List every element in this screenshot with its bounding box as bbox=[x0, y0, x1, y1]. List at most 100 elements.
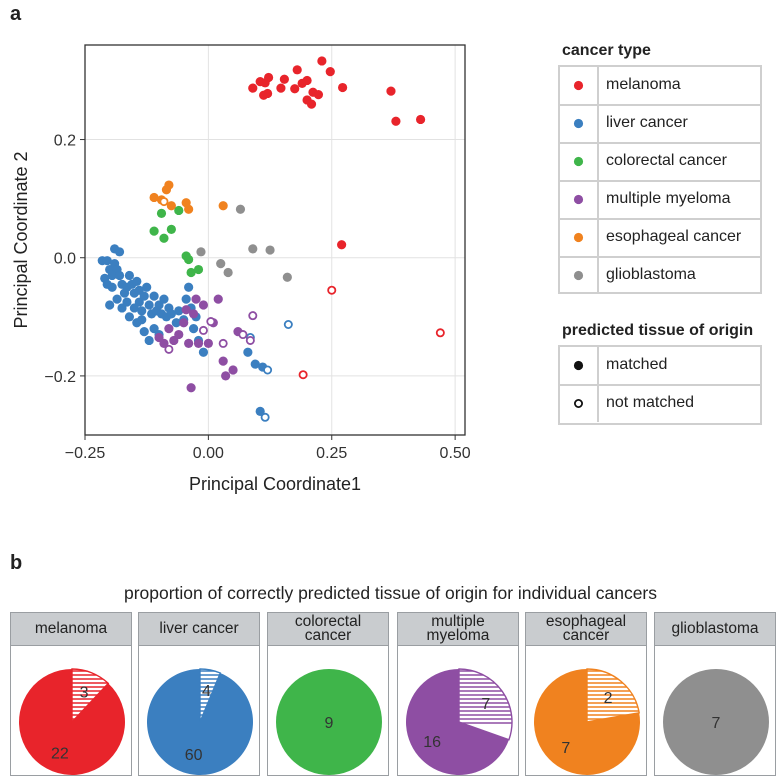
x-tick-label: −0.25 bbox=[65, 445, 106, 462]
point-matched bbox=[193, 264, 204, 275]
point-not-matched bbox=[159, 197, 169, 207]
point-matched bbox=[144, 335, 154, 346]
legend-marker bbox=[573, 232, 584, 243]
pie-label-matched: 7 bbox=[561, 740, 570, 757]
legend-separator bbox=[560, 180, 760, 182]
point-matched bbox=[248, 244, 258, 254]
point-matched bbox=[198, 347, 209, 357]
point-matched bbox=[184, 204, 194, 214]
point-matched bbox=[166, 224, 176, 234]
point-matched bbox=[317, 56, 327, 66]
pie-label-not-matched: 7 bbox=[481, 696, 490, 713]
legend-marker bbox=[573, 194, 584, 205]
pie-label-matched: 9 bbox=[325, 715, 334, 732]
point-matched bbox=[114, 270, 125, 281]
point-matched bbox=[174, 306, 184, 316]
scatter-plot: −0.25 0.00 0.25 0.50 −0.2 0.0 0.2 Principal Co… bbox=[11, 44, 471, 494]
legend-separator bbox=[560, 384, 760, 386]
pie-label-not-matched: 4 bbox=[202, 683, 211, 700]
point-matched bbox=[263, 72, 274, 83]
pie-slice-outline bbox=[71, 668, 110, 724]
legend-key bbox=[560, 257, 599, 294]
point-not-matched bbox=[238, 330, 248, 340]
facet-header: melanoma bbox=[10, 612, 132, 646]
legend-item: not matched bbox=[560, 385, 760, 422]
point-matched bbox=[129, 303, 139, 313]
point-matched bbox=[184, 254, 194, 265]
pie-label-matched: 7 bbox=[712, 715, 721, 732]
legend-separator bbox=[560, 256, 760, 258]
facet-body: 9 bbox=[267, 646, 389, 776]
point-matched bbox=[142, 282, 152, 292]
point-not-matched bbox=[435, 328, 445, 338]
x-tick-label: 0.50 bbox=[440, 445, 471, 462]
x-tick-label: 0.25 bbox=[316, 445, 347, 462]
facet-header: glioblastoma bbox=[654, 612, 776, 646]
pie-slice-matched bbox=[276, 669, 382, 775]
point-matched bbox=[137, 306, 147, 316]
point-matched bbox=[221, 371, 231, 381]
point-matched bbox=[105, 300, 115, 310]
x-tick-label: 0.00 bbox=[193, 445, 224, 462]
pie-panel-title: proportion of correctly predicted tissue… bbox=[123, 583, 658, 603]
point-not-matched bbox=[218, 338, 228, 348]
facet-title: colorectal cancer bbox=[294, 613, 362, 644]
pie-facet: liver cancer 4 60 bbox=[138, 612, 260, 776]
y-axis-label: Principal Coordinate 2 bbox=[11, 151, 31, 328]
legend-marker bbox=[573, 118, 584, 129]
legend-marker bbox=[573, 156, 584, 167]
point-matched bbox=[325, 66, 335, 77]
legend-label: colorectal cancer bbox=[606, 152, 727, 169]
legend-key bbox=[560, 385, 599, 422]
point-matched bbox=[292, 65, 302, 75]
point-matched bbox=[181, 305, 191, 315]
y-tick-label: 0.0 bbox=[54, 251, 76, 268]
point-matched bbox=[124, 312, 135, 322]
pie-facet: glioblastoma 7 bbox=[654, 612, 776, 776]
point-matched bbox=[112, 294, 122, 304]
point-not-matched bbox=[263, 365, 273, 375]
point-matched bbox=[107, 282, 117, 292]
legend-item: melanoma bbox=[560, 67, 760, 104]
legend-label: multiple myeloma bbox=[606, 190, 731, 207]
facet-body: 7 16 bbox=[397, 646, 519, 776]
point-matched bbox=[179, 318, 189, 328]
point-not-matched bbox=[245, 335, 255, 345]
point-matched bbox=[184, 282, 194, 292]
point-matched bbox=[124, 270, 135, 281]
point-matched bbox=[149, 291, 159, 301]
point-matched bbox=[196, 247, 206, 257]
pie-label-matched: 22 bbox=[51, 746, 69, 763]
legend-label: esophageal cancer bbox=[606, 228, 742, 245]
point-matched bbox=[290, 84, 300, 94]
legend-item: glioblastoma bbox=[560, 257, 760, 294]
point-matched bbox=[164, 180, 174, 190]
point-matched bbox=[216, 259, 226, 269]
legend-match-title: predicted tissue of origin bbox=[562, 322, 754, 339]
pie-label-not-matched: 2 bbox=[604, 690, 613, 707]
point-matched bbox=[248, 83, 258, 93]
point-matched bbox=[181, 294, 191, 304]
legend-item: matched bbox=[560, 347, 760, 384]
pie-facet: multiple myeloma 7 16 bbox=[397, 612, 519, 776]
panel-b-label: b bbox=[10, 552, 23, 574]
point-matched bbox=[188, 309, 199, 319]
point-matched bbox=[159, 294, 169, 304]
point-matched bbox=[174, 205, 184, 216]
point-matched bbox=[184, 338, 194, 349]
point-matched bbox=[191, 294, 201, 304]
legend-marker-filled bbox=[573, 360, 584, 371]
point-matched bbox=[137, 315, 147, 325]
legend-item: liver cancer bbox=[560, 105, 760, 142]
point-matched bbox=[338, 82, 348, 93]
y-tick-label: 0.2 bbox=[54, 133, 76, 150]
point-matched bbox=[122, 297, 132, 307]
facet-header: colorectal cancer bbox=[267, 612, 389, 646]
point-matched bbox=[193, 338, 204, 349]
pie-slice-matched bbox=[406, 669, 509, 775]
point-matched bbox=[166, 201, 176, 211]
point-matched bbox=[149, 192, 159, 203]
facet-header: multiple myeloma bbox=[397, 612, 519, 646]
facet-body: 7 bbox=[654, 646, 776, 776]
